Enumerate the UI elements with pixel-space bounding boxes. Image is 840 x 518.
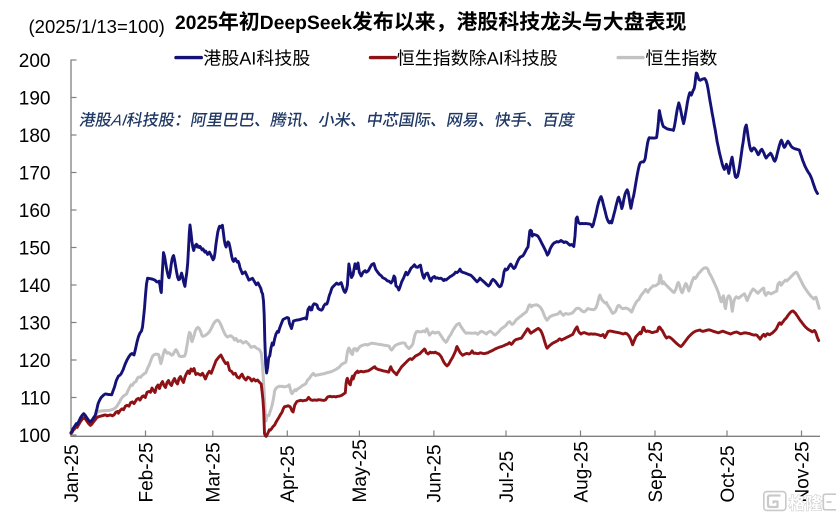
svg-text:170: 170 [19,163,51,184]
svg-text:Jan-25: Jan-25 [62,444,83,502]
svg-text:130: 130 [19,313,51,334]
svg-text:120: 120 [19,351,51,372]
svg-text:Jun-25: Jun-25 [425,444,446,502]
svg-text:150: 150 [19,238,51,259]
svg-text:140: 140 [19,276,51,297]
svg-text:Apr-25: Apr-25 [278,445,299,502]
svg-text:Nov-25: Nov-25 [792,441,813,502]
svg-text:Feb-25: Feb-25 [136,442,157,502]
svg-text:100: 100 [19,426,51,447]
svg-text:Jul-25: Jul-25 [497,451,518,503]
svg-text:May-25: May-25 [350,439,371,502]
svg-text:Sep-25: Sep-25 [646,441,667,502]
svg-text:180: 180 [19,126,51,147]
svg-text:200: 200 [19,51,51,72]
svg-text:160: 160 [19,201,51,222]
svg-text:110: 110 [20,388,50,409]
svg-text:190: 190 [19,88,51,109]
svg-text:Oct-25: Oct-25 [718,445,739,502]
svg-text:Aug-25: Aug-25 [571,441,592,502]
svg-text:(2025/1/13=100): (2025/1/13=100) [29,16,165,37]
svg-text:Mar-25: Mar-25 [204,442,225,502]
